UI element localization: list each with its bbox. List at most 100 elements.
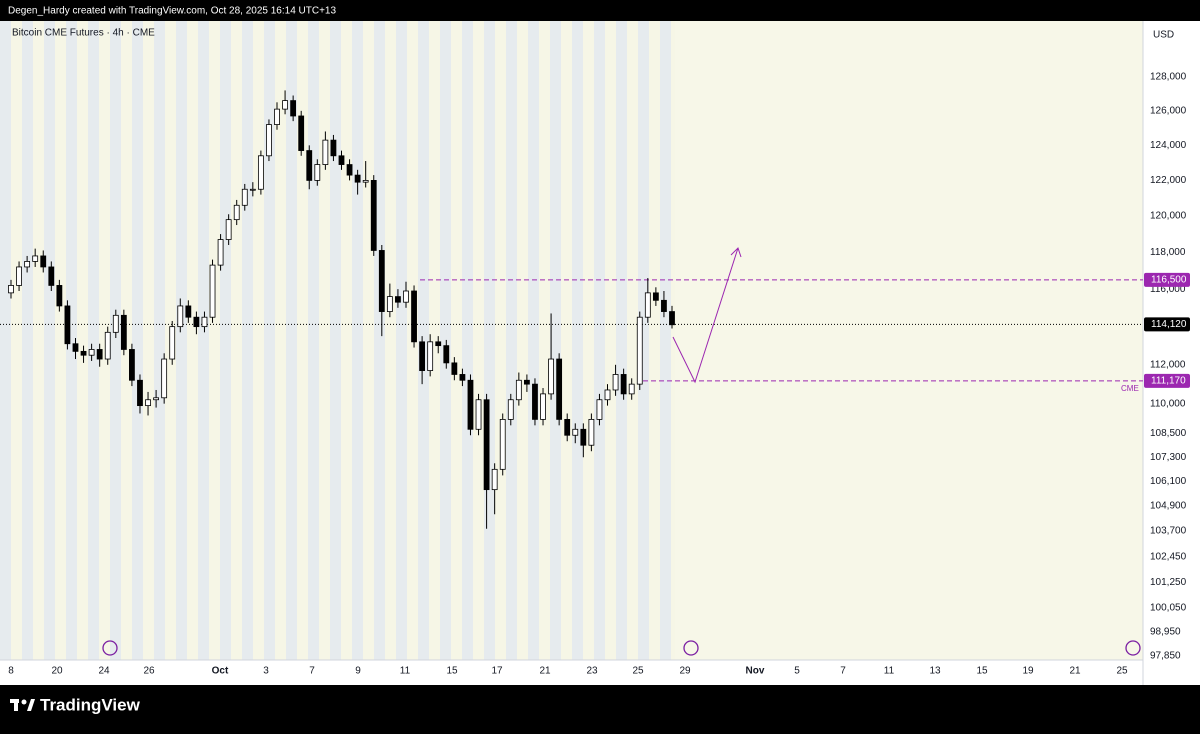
x-tick-label: 21 — [1069, 666, 1081, 677]
candle-body — [88, 349, 95, 356]
price-tag — [1144, 272, 1190, 287]
session-stripe — [583, 21, 594, 660]
session-stripe — [528, 21, 539, 660]
x-tick-label: 9 — [355, 666, 361, 677]
x-tick-label: Oct — [212, 666, 229, 677]
session-stripe — [638, 21, 649, 660]
x-tick-label: 13 — [929, 666, 941, 677]
candle-body — [556, 358, 563, 420]
candle-body — [540, 393, 546, 420]
candle-body — [8, 285, 14, 294]
candle-body — [491, 468, 498, 491]
session-stripe — [187, 21, 198, 660]
session-stripe — [572, 21, 583, 660]
y-tick-label: 103,700 — [1150, 525, 1187, 536]
candle-body — [306, 150, 313, 181]
candle-body — [403, 290, 409, 303]
session-stripe — [88, 21, 99, 660]
candle-body — [274, 108, 280, 125]
x-tick-label: 21 — [539, 666, 551, 677]
x-tick-label: 26 — [143, 666, 155, 677]
candle-body — [104, 331, 111, 360]
candle-body — [386, 296, 393, 312]
session-stripe — [440, 21, 451, 660]
y-tick-label: 128,000 — [1150, 72, 1187, 83]
y-tick-label: 100,050 — [1150, 603, 1187, 614]
y-tick-label: 107,300 — [1150, 452, 1187, 463]
projection-line — [672, 247, 739, 384]
candle-body — [612, 374, 619, 391]
x-tick-label: 23 — [586, 666, 598, 677]
session-stripe — [176, 21, 187, 660]
candle-body — [572, 428, 579, 436]
candle-body — [64, 305, 71, 345]
candle-body — [177, 305, 184, 328]
session-stripe — [11, 21, 22, 660]
x-tick-label: 11 — [884, 666, 895, 677]
y-tick-label: 101,250 — [1150, 577, 1187, 588]
logo-mark — [21, 699, 27, 705]
candle-body — [169, 326, 176, 360]
x-tick-label: 7 — [840, 666, 846, 677]
candle-body — [48, 266, 55, 286]
candle-body — [459, 374, 466, 381]
y-tick-label: 110,000 — [1150, 398, 1186, 409]
event-icon[interactable] — [102, 640, 118, 656]
x-tick-label: 8 — [8, 666, 14, 677]
session-stripe — [264, 21, 275, 660]
session-stripe — [473, 21, 484, 660]
session-stripe — [286, 21, 297, 660]
event-icon[interactable] — [1125, 640, 1141, 656]
logo — [10, 699, 35, 711]
session-stripe — [429, 21, 440, 660]
candle-body — [564, 418, 571, 436]
x-tick-label: 3 — [263, 666, 269, 677]
session-stripe — [209, 21, 220, 660]
x-tick-label: 24 — [98, 666, 110, 677]
x-tick-label: 29 — [679, 666, 691, 677]
session-stripe — [561, 21, 572, 660]
chart-title: Bitcoin CME Futures · 4h · CME — [12, 28, 155, 39]
session-stripe — [33, 21, 44, 660]
event-icons — [102, 640, 1141, 656]
candle-body — [233, 204, 240, 221]
event-icon[interactable] — [683, 640, 699, 656]
x-tick-label: 11 — [400, 666, 411, 677]
candle-body — [370, 180, 377, 251]
session-stripe — [517, 21, 528, 660]
candle-body — [346, 164, 353, 176]
candle-body — [354, 174, 361, 183]
x-tick-label: 25 — [632, 666, 644, 677]
session-stripe — [671, 21, 675, 660]
session-stripe — [605, 21, 616, 660]
y-tick-label: 122,000 — [1150, 175, 1187, 186]
x-tick-label: 15 — [446, 666, 458, 677]
price-axis-panel — [1143, 21, 1200, 685]
candle-body — [548, 358, 554, 395]
candle-body — [636, 316, 643, 385]
candle-body — [322, 139, 329, 165]
candle-body — [298, 115, 305, 151]
y-tick-label: 98,950 — [1150, 627, 1181, 638]
candle-body — [515, 379, 522, 401]
x-tick-label: 19 — [1022, 666, 1034, 677]
session-stripe — [143, 21, 154, 660]
price-tag-label: 116,500 — [1151, 275, 1187, 286]
candle-body — [435, 341, 442, 347]
y-tick-label: 120,000 — [1150, 211, 1187, 222]
candle-body — [395, 296, 401, 303]
session-stripe — [649, 21, 660, 660]
session-stripe — [110, 21, 121, 660]
candle-body — [145, 399, 151, 407]
candle-body — [290, 100, 297, 117]
candle-body — [362, 180, 369, 183]
candle-body — [475, 399, 482, 430]
candle-body — [524, 379, 530, 385]
candle-body — [225, 219, 232, 240]
time-axis-panel — [0, 660, 1143, 685]
session-stripe — [396, 21, 407, 660]
candle-body — [499, 418, 506, 470]
session-stripe — [44, 21, 55, 660]
candle-body — [483, 399, 490, 491]
